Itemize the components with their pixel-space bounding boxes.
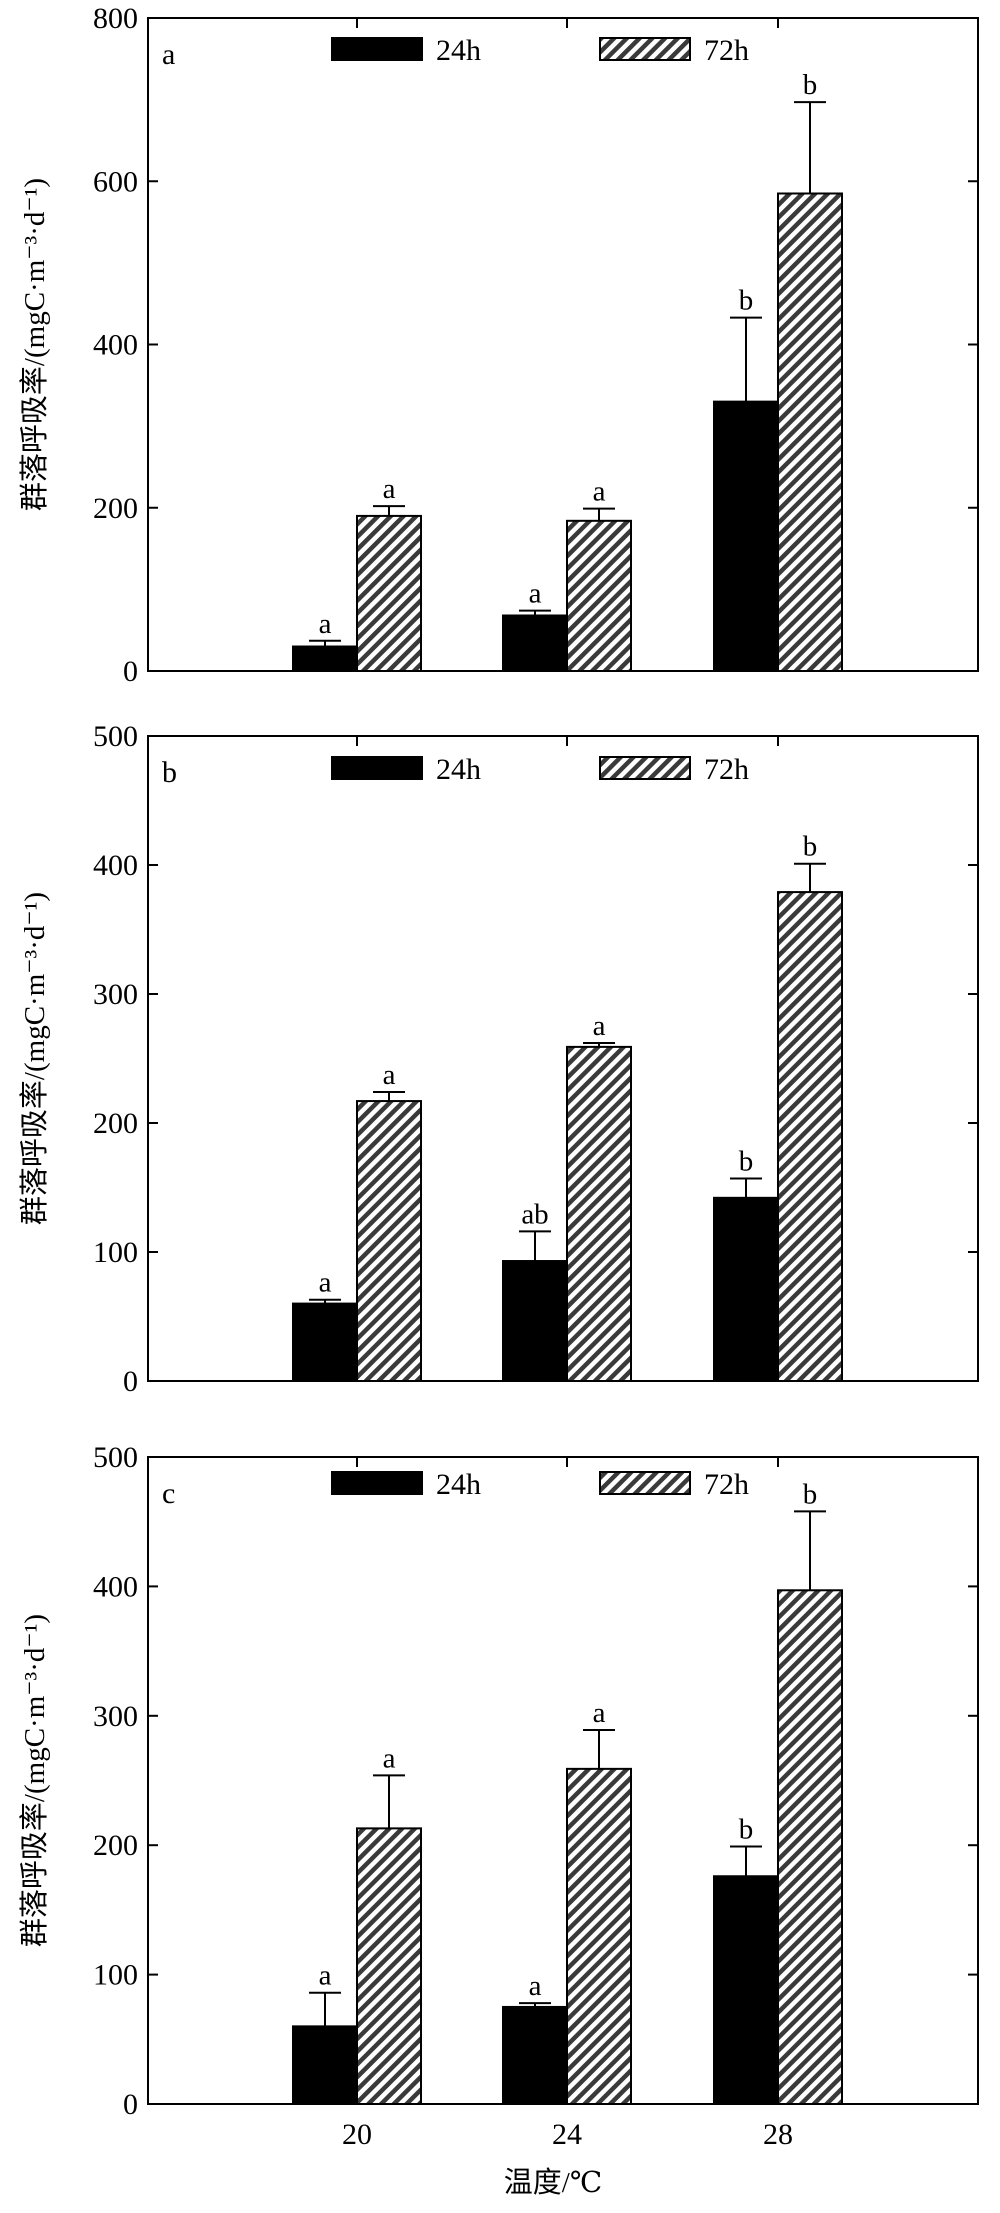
- x-tick-label: 20: [342, 2118, 372, 2151]
- y-tick-label: 100: [93, 1236, 138, 1269]
- bar-72h-20: [356, 1827, 422, 2106]
- y-axis-title: 群落呼吸率/(mgC·m⁻³·d⁻¹): [18, 178, 51, 511]
- bar-72h-20: [356, 514, 422, 672]
- bar-24h-28: [713, 1196, 779, 1382]
- bar-24h-24: [502, 2005, 568, 2105]
- significance-label: a: [593, 476, 606, 508]
- significance-label: a: [319, 1267, 332, 1299]
- bar-24h-20: [292, 645, 358, 673]
- bar-24h-24: [502, 614, 568, 672]
- significance-label: a: [593, 1697, 606, 1729]
- y-tick-label: 400: [93, 1570, 138, 1603]
- y-axis-title: 群落呼吸率/(mgC·m⁻³·d⁻¹): [18, 1614, 51, 1947]
- plot-frame: [147, 17, 979, 672]
- bar-24h-28: [713, 400, 779, 672]
- significance-label: a: [383, 473, 396, 505]
- bar-72h-20: [356, 1100, 422, 1382]
- y-tick-label: 0: [123, 1365, 138, 1398]
- y-tick-label: 200: [93, 1107, 138, 1140]
- panel-label: b: [162, 756, 177, 789]
- significance-label: a: [593, 1010, 606, 1042]
- legend-label: 72h: [704, 34, 749, 67]
- significance-label: b: [739, 285, 754, 317]
- y-tick-label: 0: [123, 655, 138, 688]
- significance-label: a: [529, 578, 542, 610]
- legend-swatch-24h: [331, 1471, 423, 1495]
- legend-swatch-72h: [599, 1471, 691, 1495]
- bar-72h-28: [777, 891, 843, 1383]
- bar-24h-20: [292, 2025, 358, 2105]
- chart-panel-a: 0 200 400 600 800 a a b a a b a 24h 72h 群落呼吸率/(mgC·m⁻³…: [18, 2, 979, 688]
- y-tick-label: 0: [123, 2088, 138, 2121]
- y-tick-label: 400: [93, 329, 138, 362]
- significance-label: a: [319, 608, 332, 640]
- y-tick-label: 100: [93, 1959, 138, 1992]
- panel-label: a: [162, 38, 175, 71]
- significance-label: a: [383, 1059, 396, 1091]
- x-axis-title: 温度/℃: [504, 2166, 603, 2199]
- y-tick-label: 500: [93, 1441, 138, 1474]
- significance-label: a: [529, 1970, 542, 2002]
- legend-swatch-24h: [331, 756, 423, 780]
- bar-24h-20: [292, 1302, 358, 1382]
- legend-label: 72h: [704, 753, 749, 786]
- x-tick-label: 28: [763, 2118, 793, 2151]
- significance-label: b: [803, 69, 818, 101]
- legend-swatch-24h: [331, 37, 423, 61]
- chart-panel-c: 0 100 200 300 400 500 a a b a a b c 24h 72h 群落呼吸率/(mgC·…: [18, 1441, 979, 2199]
- y-tick-label: 200: [93, 492, 138, 525]
- significance-label: b: [739, 1145, 754, 1177]
- y-tick-label: 800: [93, 2, 138, 35]
- bar-24h-24: [502, 1260, 568, 1383]
- bar-72h-24: [566, 1767, 632, 2105]
- legend-label: 72h: [704, 1468, 749, 1501]
- significance-label: b: [739, 1813, 754, 1845]
- bar-24h-28: [713, 1875, 779, 2105]
- y-axis-title: 群落呼吸率/(mgC·m⁻³·d⁻¹): [18, 892, 51, 1225]
- y-tick-label: 300: [93, 1700, 138, 1733]
- y-tick-label: 300: [93, 978, 138, 1011]
- bar-72h-24: [566, 1045, 632, 1382]
- bar-72h-28: [777, 1589, 843, 2105]
- significance-label: a: [383, 1742, 396, 1774]
- legend-label: 24h: [436, 34, 481, 67]
- panel-label: c: [162, 1477, 175, 1510]
- y-tick-label: 200: [93, 1829, 138, 1862]
- significance-label: b: [803, 1478, 818, 1510]
- bar-72h-24: [566, 519, 632, 672]
- legend-label: 24h: [436, 753, 481, 786]
- y-tick-label: 400: [93, 849, 138, 882]
- legend-swatch-72h: [599, 756, 691, 780]
- legend-label: 24h: [436, 1468, 481, 1501]
- legend-swatch-72h: [599, 37, 691, 61]
- bar-72h-28: [777, 192, 843, 672]
- significance-label: a: [319, 1960, 332, 1992]
- y-tick-label: 500: [93, 720, 138, 753]
- significance-label: ab: [521, 1198, 548, 1230]
- y-tick-label: 600: [93, 165, 138, 198]
- significance-label: b: [803, 831, 818, 863]
- x-tick-label: 24: [552, 2118, 582, 2151]
